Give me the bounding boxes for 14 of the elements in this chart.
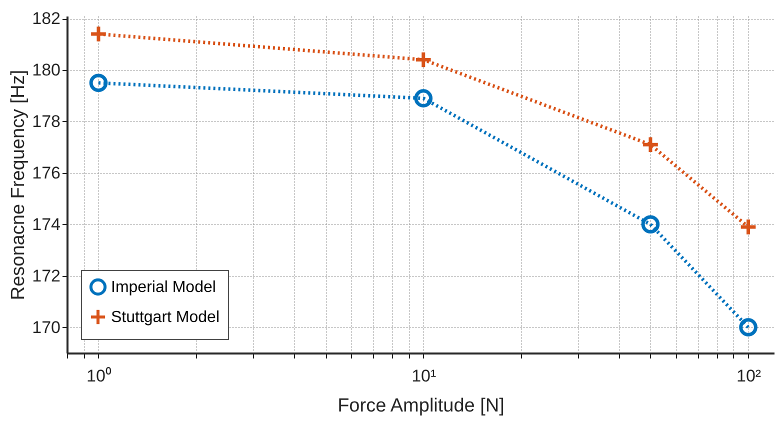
x-tick-label: 10² bbox=[736, 366, 762, 386]
legend-label: Imperial Model bbox=[111, 279, 216, 296]
y-tick-label: 170 bbox=[32, 318, 60, 337]
x-tick-label: 10¹ bbox=[412, 366, 436, 386]
y-tick-label: 172 bbox=[32, 266, 60, 286]
y-axis-title: Resonacne Frequency [Hz] bbox=[8, 70, 30, 300]
legend-label: Stuttgart Model bbox=[111, 309, 220, 326]
y-tick-label: 176 bbox=[32, 163, 60, 182]
y-tick-label: 182 bbox=[32, 9, 60, 28]
x-axis-title: Force Amplitude [N] bbox=[338, 396, 504, 416]
y-tick-label: 180 bbox=[32, 60, 60, 80]
y-tick-label: 178 bbox=[32, 112, 60, 131]
x-tick-label: 10⁰ bbox=[86, 366, 112, 386]
y-tick-label: 174 bbox=[32, 214, 60, 234]
